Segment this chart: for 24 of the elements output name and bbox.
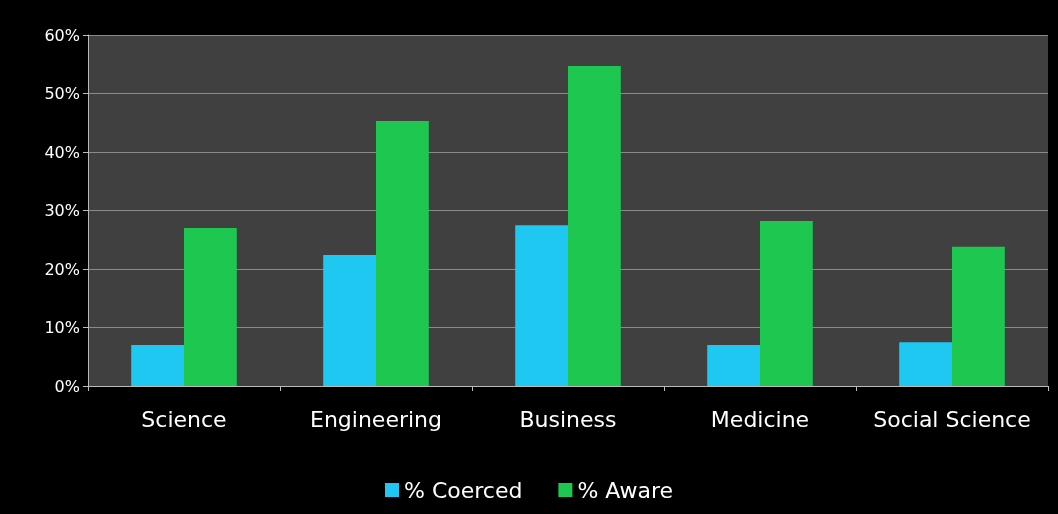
legend-label: % Coerced xyxy=(403,477,523,503)
legend-label: % Aware xyxy=(577,477,674,503)
bar xyxy=(515,225,568,386)
y-tick-label: 60% xyxy=(44,25,80,45)
y-tick-label: 0% xyxy=(54,376,80,396)
x-tick-label: Medicine xyxy=(710,406,810,432)
bar xyxy=(707,345,760,386)
x-tick-label: Social Science xyxy=(873,406,1031,432)
x-tick-label: Science xyxy=(141,406,227,432)
bar xyxy=(323,254,376,386)
y-tick-label: 40% xyxy=(44,142,80,162)
bar xyxy=(568,66,621,386)
x-tick-label: Engineering xyxy=(310,406,442,432)
y-tick-label: 10% xyxy=(44,318,80,337)
bar xyxy=(376,121,429,386)
bar xyxy=(899,342,952,386)
bar xyxy=(184,228,237,386)
bar xyxy=(952,246,1005,386)
y-tick-label: 30% xyxy=(44,201,80,220)
y-tick-label: 50% xyxy=(44,84,80,103)
x-tick-label: Business xyxy=(519,406,617,432)
y-tick-label: 20% xyxy=(44,259,80,279)
bar xyxy=(131,345,184,386)
bar xyxy=(760,221,813,386)
